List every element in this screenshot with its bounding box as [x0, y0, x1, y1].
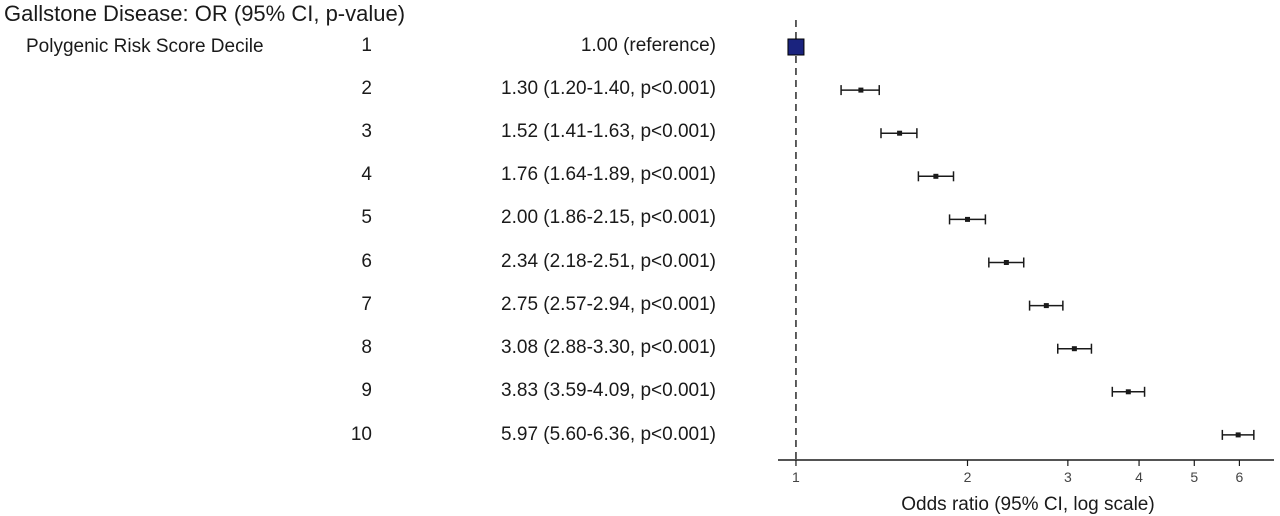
table-row: 5 2.00 (1.86-2.15, p<0.001)	[0, 207, 770, 233]
estimate-label: 2.00 (1.86-2.15, p<0.001)	[501, 207, 716, 228]
table-row: 1 1.00 (reference)	[0, 35, 770, 61]
x-tick-label: 5	[1190, 469, 1198, 485]
decile-label: 2	[361, 78, 372, 99]
point-estimate	[1003, 260, 1009, 265]
x-tick-label: 3	[1064, 469, 1072, 485]
point-estimate	[1235, 432, 1241, 438]
estimate-label: 2.75 (2.57-2.94, p<0.001)	[501, 294, 716, 315]
table-row: 10 5.97 (5.60-6.36, p<0.001)	[0, 424, 770, 450]
estimate-label: 5.97 (5.60-6.36, p<0.001)	[501, 424, 716, 445]
x-tick-label: 6	[1236, 469, 1244, 485]
point-estimate	[1125, 389, 1131, 395]
table-row: 9 3.83 (3.59-4.09, p<0.001)	[0, 380, 770, 406]
decile-label: 3	[361, 121, 372, 142]
estimate-label: 2.34 (2.18-2.51, p<0.001)	[501, 251, 716, 272]
decile-label: 9	[361, 380, 372, 401]
decile-label: 4	[361, 164, 372, 185]
decile-label: 8	[361, 337, 372, 358]
decile-label: 10	[350, 424, 372, 445]
estimate-label: 1.52 (1.41-1.63, p<0.001)	[501, 121, 716, 142]
decile-label: 6	[361, 251, 372, 272]
x-tick-label: 1	[792, 469, 800, 485]
estimate-label: 1.00 (reference)	[580, 35, 716, 56]
table-row: 6 2.34 (2.18-2.51, p<0.001)	[0, 251, 770, 277]
reference-point	[787, 38, 805, 56]
point-estimate	[1071, 346, 1077, 352]
variable-label: Polygenic Risk Score Decile	[26, 36, 264, 57]
estimate-label: 1.30 (1.20-1.40, p<0.001)	[501, 78, 716, 99]
point-estimate	[858, 87, 864, 93]
table-row: 4 1.76 (1.64-1.89, p<0.001)	[0, 164, 770, 190]
x-axis-title: Odds ratio (95% CI, log scale)	[901, 494, 1154, 515]
point-estimate	[1043, 303, 1049, 309]
table-row: 8 3.08 (2.88-3.30, p<0.001)	[0, 337, 770, 363]
decile-label: 1	[361, 35, 372, 56]
decile-label: 5	[361, 207, 372, 228]
x-tick-label: 4	[1135, 469, 1143, 485]
decile-label: 7	[361, 294, 372, 315]
x-tick-label: 2	[964, 469, 972, 485]
estimate-label: 3.08 (2.88-3.30, p<0.001)	[501, 337, 716, 358]
chart-title: Gallstone Disease: OR (95% CI, p-value)	[4, 1, 406, 26]
table-row: 3 1.52 (1.41-1.63, p<0.001)	[0, 121, 770, 147]
table-row: 2 1.30 (1.20-1.40, p<0.001)	[0, 78, 770, 104]
point-estimate	[965, 216, 971, 222]
estimate-label: 1.76 (1.64-1.89, p<0.001)	[501, 164, 716, 185]
table-row: 7 2.75 (2.57-2.94, p<0.001)	[0, 294, 770, 320]
point-estimate	[933, 173, 939, 179]
point-estimate	[897, 130, 903, 136]
estimate-label: 3.83 (3.59-4.09, p<0.001)	[501, 380, 716, 401]
